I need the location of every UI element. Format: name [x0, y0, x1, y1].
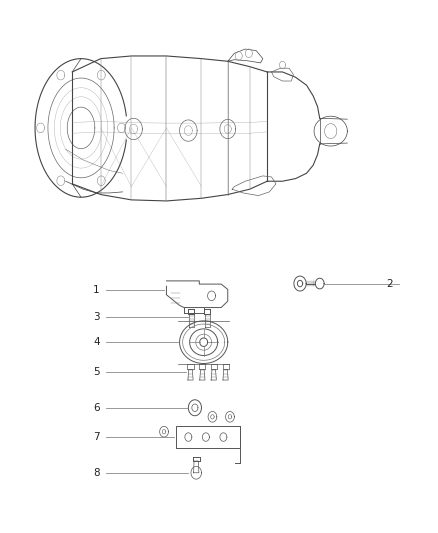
Text: 3: 3: [93, 312, 100, 322]
Text: 8: 8: [93, 468, 100, 478]
Text: 7: 7: [93, 432, 100, 442]
Text: 5: 5: [93, 367, 100, 377]
Text: 1: 1: [93, 286, 100, 295]
Text: 6: 6: [93, 403, 100, 413]
Text: 4: 4: [93, 337, 100, 347]
Text: 2: 2: [386, 279, 393, 288]
